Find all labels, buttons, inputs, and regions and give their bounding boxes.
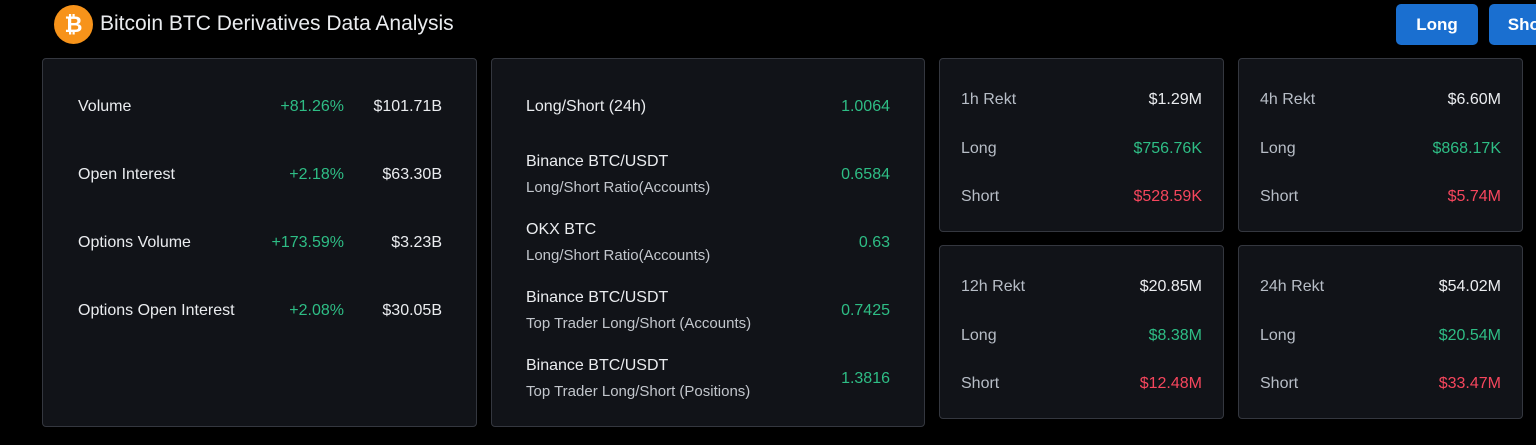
short-value: $33.47M [1438,375,1501,392]
ratio-subtitle: Long/Short Ratio(Accounts) [526,247,711,264]
bitcoin-icon: ₿ [54,5,93,44]
long-label: Long [1260,140,1296,157]
metric-label: Volume [78,98,132,115]
rekt-total: $1.29M [1148,91,1202,108]
long-label: Long [961,327,997,344]
svg-text:₿: ₿ [65,13,83,38]
rekt-total: $54.02M [1438,278,1501,295]
metric-value: $101.71B [373,98,442,115]
rekt-card: 4h Rekt $6.60M Long $868.17K Short $5.74M [1238,58,1523,232]
ratio-title: Long/Short (24h) [526,98,647,115]
metric-change: +2.08% [289,302,344,319]
rekt-title: 24h Rekt [1260,278,1325,295]
short-label: Short [961,188,1000,205]
ratio-value: 0.6584 [841,166,890,183]
metric-change: +2.18% [289,166,344,183]
metric-value: $30.05B [382,302,442,319]
short-button[interactable]: Short [1489,4,1536,45]
short-label: Short [1260,188,1299,205]
long-label: Long [961,140,997,157]
metric-change: +81.26% [280,98,344,115]
rekt-title: 4h Rekt [1260,91,1316,108]
rekt-card: 1h Rekt $1.29M Long $756.76K Short $528.59K [939,58,1224,232]
metric-value: $63.30B [382,166,442,183]
ratio-subtitle: Top Trader Long/Short (Positions) [526,383,751,400]
metric-value: $3.23B [391,234,442,251]
rekt-title: 1h Rekt [961,91,1017,108]
short-value: $528.59K [1133,188,1202,205]
long-value: $756.76K [1133,140,1202,157]
long-value: $868.17K [1432,140,1501,157]
ratio-value: 0.7425 [841,302,890,319]
ratio-title: Binance BTC/USDT [526,289,669,306]
short-label: Short [961,375,1000,392]
metric-label: Open Interest [78,166,175,183]
ratio-value: 0.63 [858,234,890,251]
ratio-title: Binance BTC/USDT [526,357,669,374]
metric-label: Options Volume [78,234,191,251]
ratio-subtitle: Long/Short Ratio(Accounts) [526,179,711,196]
long-value: $8.38M [1148,327,1202,344]
page-title: Bitcoin BTC Derivatives Data Analysis [100,12,454,35]
rekt-title: 12h Rekt [961,278,1026,295]
market-panel: Volume +81.26% $101.71B Open Interest +2.18%… [42,58,477,427]
ratio-value: 1.3816 [841,370,890,387]
rekt-total: $6.60M [1447,91,1501,108]
ratio-title: OKX BTC [526,221,597,238]
rekt-card: 12h Rekt $20.85M Long $8.38M Short $12.48M [939,245,1224,419]
short-value: $12.48M [1139,375,1202,392]
ratio-value: 1.0064 [841,98,890,115]
ratio-title: Binance BTC/USDT [526,153,669,170]
rekt-card: 24h Rekt $54.02M Long $20.54M Short $33.47M [1238,245,1523,419]
metric-label: Options Open Interest [78,302,235,319]
ratio-panel: Long/Short (24h) 1.0064 Binance BTC/USDT Lo… [491,58,925,427]
ratio-subtitle: Top Trader Long/Short (Accounts) [526,315,752,332]
short-label: Short [1260,375,1299,392]
long-value: $20.54M [1438,327,1501,344]
metric-change: +173.59% [271,234,344,251]
long-button[interactable]: Long [1396,4,1478,45]
long-label: Long [1260,327,1296,344]
rekt-total: $20.85M [1139,278,1202,295]
short-value: $5.74M [1447,188,1501,205]
